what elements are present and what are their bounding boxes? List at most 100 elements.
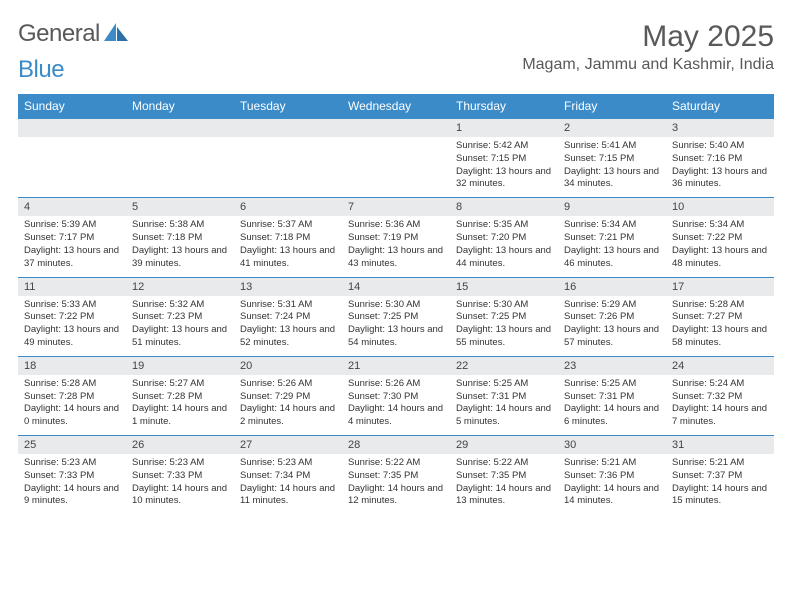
daylight-text: Daylight: 14 hours and 14 minutes. xyxy=(564,483,660,509)
calendar-cell: 8Sunrise: 5:35 AMSunset: 7:20 PMDaylight… xyxy=(450,198,558,277)
day-number: 2 xyxy=(558,119,666,137)
day-number: 26 xyxy=(126,436,234,454)
logo-sail-icon xyxy=(102,21,130,48)
daylight-text: Daylight: 13 hours and 52 minutes. xyxy=(240,324,336,350)
day-header: Friday xyxy=(558,94,666,119)
day-number: 30 xyxy=(558,436,666,454)
daylight-text: Daylight: 13 hours and 46 minutes. xyxy=(564,245,660,271)
day-number: 13 xyxy=(234,278,342,296)
calendar-cell: 24Sunrise: 5:24 AMSunset: 7:32 PMDayligh… xyxy=(666,356,774,435)
sunrise-text: Sunrise: 5:28 AM xyxy=(24,378,120,391)
calendar-cell: 18Sunrise: 5:28 AMSunset: 7:28 PMDayligh… xyxy=(18,356,126,435)
day-content: Sunrise: 5:38 AMSunset: 7:18 PMDaylight:… xyxy=(126,216,234,276)
sunset-text: Sunset: 7:20 PM xyxy=(456,232,552,245)
day-number: 8 xyxy=(450,198,558,216)
calendar-cell: 29Sunrise: 5:22 AMSunset: 7:35 PMDayligh… xyxy=(450,436,558,515)
sunrise-text: Sunrise: 5:42 AM xyxy=(456,140,552,153)
day-content: Sunrise: 5:30 AMSunset: 7:25 PMDaylight:… xyxy=(342,296,450,356)
location: Magam, Jammu and Kashmir, India xyxy=(522,56,774,74)
daylight-text: Daylight: 13 hours and 36 minutes. xyxy=(672,166,768,192)
sunrise-text: Sunrise: 5:28 AM xyxy=(672,299,768,312)
sunset-text: Sunset: 7:36 PM xyxy=(564,470,660,483)
logo-word2: Blue xyxy=(18,56,64,84)
sunrise-text: Sunrise: 5:34 AM xyxy=(564,219,660,232)
daylight-text: Daylight: 13 hours and 37 minutes. xyxy=(24,245,120,271)
day-number: 29 xyxy=(450,436,558,454)
day-number: 31 xyxy=(666,436,774,454)
day-content: Sunrise: 5:29 AMSunset: 7:26 PMDaylight:… xyxy=(558,296,666,356)
sunrise-text: Sunrise: 5:35 AM xyxy=(456,219,552,232)
sunset-text: Sunset: 7:34 PM xyxy=(240,470,336,483)
sunset-text: Sunset: 7:16 PM xyxy=(672,153,768,166)
sunrise-text: Sunrise: 5:40 AM xyxy=(672,140,768,153)
day-content: Sunrise: 5:23 AMSunset: 7:33 PMDaylight:… xyxy=(18,454,126,514)
daylight-text: Daylight: 14 hours and 6 minutes. xyxy=(564,403,660,429)
day-content: Sunrise: 5:36 AMSunset: 7:19 PMDaylight:… xyxy=(342,216,450,276)
calendar-cell: 31Sunrise: 5:21 AMSunset: 7:37 PMDayligh… xyxy=(666,436,774,515)
title-block: May 2025 Magam, Jammu and Kashmir, India xyxy=(522,20,774,74)
sunset-text: Sunset: 7:21 PM xyxy=(564,232,660,245)
sunrise-text: Sunrise: 5:23 AM xyxy=(24,457,120,470)
sunset-text: Sunset: 7:19 PM xyxy=(348,232,444,245)
day-content xyxy=(126,137,234,195)
sunrise-text: Sunrise: 5:24 AM xyxy=(672,378,768,391)
daylight-text: Daylight: 13 hours and 41 minutes. xyxy=(240,245,336,271)
daylight-text: Daylight: 14 hours and 12 minutes. xyxy=(348,483,444,509)
calendar-cell: 13Sunrise: 5:31 AMSunset: 7:24 PMDayligh… xyxy=(234,277,342,356)
calendar-cell: 3Sunrise: 5:40 AMSunset: 7:16 PMDaylight… xyxy=(666,119,774,198)
calendar-week: 25Sunrise: 5:23 AMSunset: 7:33 PMDayligh… xyxy=(18,436,774,515)
day-content: Sunrise: 5:34 AMSunset: 7:22 PMDaylight:… xyxy=(666,216,774,276)
calendar-week: 18Sunrise: 5:28 AMSunset: 7:28 PMDayligh… xyxy=(18,356,774,435)
daylight-text: Daylight: 14 hours and 0 minutes. xyxy=(24,403,120,429)
daylight-text: Daylight: 13 hours and 34 minutes. xyxy=(564,166,660,192)
day-number: 4 xyxy=(18,198,126,216)
calendar-cell: 1Sunrise: 5:42 AMSunset: 7:15 PMDaylight… xyxy=(450,119,558,198)
calendar-cell: 2Sunrise: 5:41 AMSunset: 7:15 PMDaylight… xyxy=(558,119,666,198)
calendar-week: 4Sunrise: 5:39 AMSunset: 7:17 PMDaylight… xyxy=(18,198,774,277)
day-content: Sunrise: 5:41 AMSunset: 7:15 PMDaylight:… xyxy=(558,137,666,197)
sunrise-text: Sunrise: 5:29 AM xyxy=(564,299,660,312)
daylight-text: Daylight: 14 hours and 4 minutes. xyxy=(348,403,444,429)
calendar-cell: 17Sunrise: 5:28 AMSunset: 7:27 PMDayligh… xyxy=(666,277,774,356)
daylight-text: Daylight: 13 hours and 32 minutes. xyxy=(456,166,552,192)
day-content: Sunrise: 5:33 AMSunset: 7:22 PMDaylight:… xyxy=(18,296,126,356)
daylight-text: Daylight: 14 hours and 15 minutes. xyxy=(672,483,768,509)
sunset-text: Sunset: 7:15 PM xyxy=(564,153,660,166)
sunset-text: Sunset: 7:33 PM xyxy=(24,470,120,483)
day-number xyxy=(126,119,234,137)
sunrise-text: Sunrise: 5:21 AM xyxy=(564,457,660,470)
day-number xyxy=(342,119,450,137)
sunrise-text: Sunrise: 5:27 AM xyxy=(132,378,228,391)
day-number: 24 xyxy=(666,357,774,375)
calendar-cell: 7Sunrise: 5:36 AMSunset: 7:19 PMDaylight… xyxy=(342,198,450,277)
daylight-text: Daylight: 14 hours and 11 minutes. xyxy=(240,483,336,509)
day-number: 6 xyxy=(234,198,342,216)
day-content: Sunrise: 5:26 AMSunset: 7:30 PMDaylight:… xyxy=(342,375,450,435)
sunset-text: Sunset: 7:29 PM xyxy=(240,391,336,404)
day-number xyxy=(18,119,126,137)
day-content: Sunrise: 5:21 AMSunset: 7:36 PMDaylight:… xyxy=(558,454,666,514)
sunrise-text: Sunrise: 5:37 AM xyxy=(240,219,336,232)
sunset-text: Sunset: 7:33 PM xyxy=(132,470,228,483)
day-content: Sunrise: 5:34 AMSunset: 7:21 PMDaylight:… xyxy=(558,216,666,276)
day-content: Sunrise: 5:22 AMSunset: 7:35 PMDaylight:… xyxy=(450,454,558,514)
sunrise-text: Sunrise: 5:39 AM xyxy=(24,219,120,232)
daylight-text: Daylight: 14 hours and 9 minutes. xyxy=(24,483,120,509)
day-number xyxy=(234,119,342,137)
sunset-text: Sunset: 7:27 PM xyxy=(672,311,768,324)
day-content: Sunrise: 5:23 AMSunset: 7:33 PMDaylight:… xyxy=(126,454,234,514)
daylight-text: Daylight: 14 hours and 7 minutes. xyxy=(672,403,768,429)
sunrise-text: Sunrise: 5:22 AM xyxy=(456,457,552,470)
day-content: Sunrise: 5:32 AMSunset: 7:23 PMDaylight:… xyxy=(126,296,234,356)
sunset-text: Sunset: 7:37 PM xyxy=(672,470,768,483)
day-content: Sunrise: 5:26 AMSunset: 7:29 PMDaylight:… xyxy=(234,375,342,435)
day-content: Sunrise: 5:35 AMSunset: 7:20 PMDaylight:… xyxy=(450,216,558,276)
day-content xyxy=(18,137,126,195)
calendar-cell xyxy=(342,119,450,198)
day-content: Sunrise: 5:28 AMSunset: 7:28 PMDaylight:… xyxy=(18,375,126,435)
calendar-cell: 6Sunrise: 5:37 AMSunset: 7:18 PMDaylight… xyxy=(234,198,342,277)
calendar-cell: 27Sunrise: 5:23 AMSunset: 7:34 PMDayligh… xyxy=(234,436,342,515)
calendar-cell: 4Sunrise: 5:39 AMSunset: 7:17 PMDaylight… xyxy=(18,198,126,277)
daylight-text: Daylight: 13 hours and 44 minutes. xyxy=(456,245,552,271)
day-content: Sunrise: 5:31 AMSunset: 7:24 PMDaylight:… xyxy=(234,296,342,356)
